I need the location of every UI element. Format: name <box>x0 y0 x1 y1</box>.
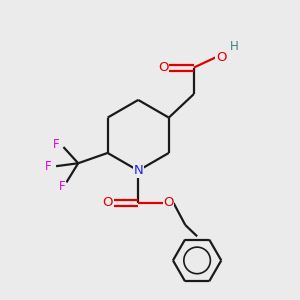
Text: N: N <box>133 164 143 177</box>
Text: O: O <box>158 61 169 74</box>
Text: F: F <box>59 180 65 193</box>
Text: F: F <box>53 138 59 151</box>
Text: O: O <box>216 51 226 64</box>
Text: F: F <box>44 160 51 173</box>
Text: O: O <box>103 196 113 209</box>
Text: H: H <box>230 40 239 53</box>
Text: O: O <box>163 196 174 209</box>
